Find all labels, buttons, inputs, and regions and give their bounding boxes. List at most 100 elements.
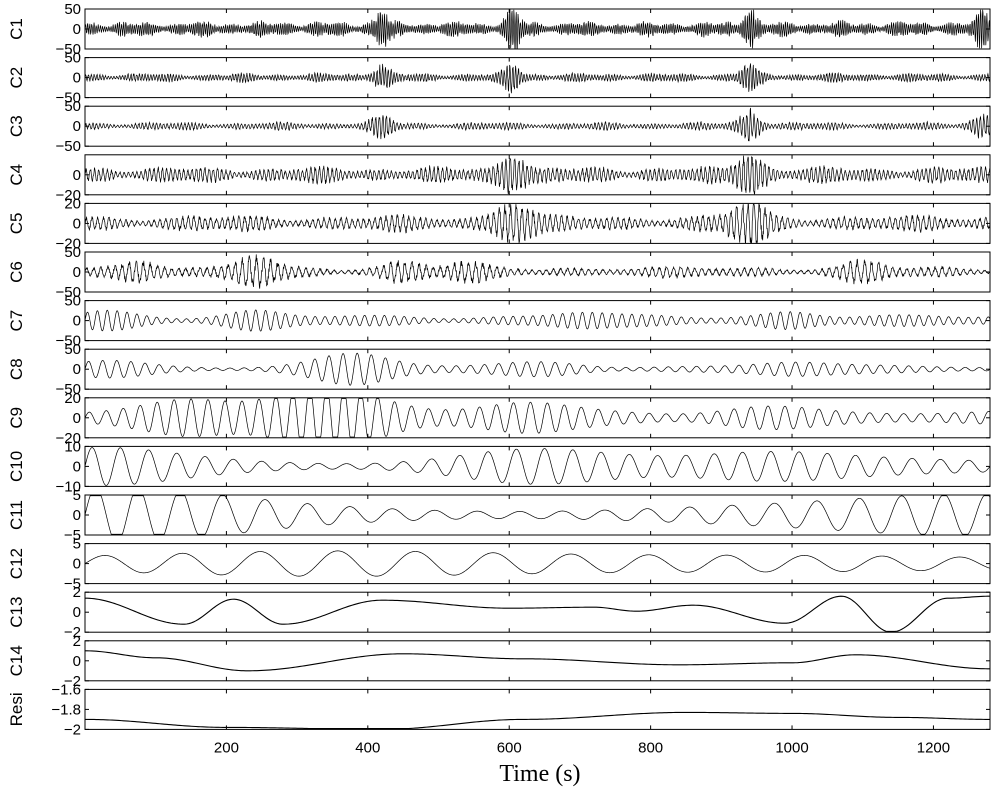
y-tick-label: 0 — [73, 264, 81, 281]
series-line-c2 — [84, 63, 991, 94]
panel-c3: 50 0 −50 C3 — [7, 98, 991, 155]
y-tick-label: −50 — [56, 381, 81, 398]
y-tick-label: −1.6 — [51, 681, 81, 698]
y-tick-label: −50 — [56, 90, 81, 107]
panel-label-c11: C11 — [7, 500, 26, 530]
panel-c5: 20 0 −20 C5 — [7, 195, 991, 252]
x-tick-label: 600 — [497, 739, 522, 756]
y-tick-label: 50 — [64, 244, 81, 261]
panel-resi: −1.6 −1.8 −2 Resi — [7, 681, 991, 738]
y-tick-label: 0 — [73, 313, 81, 330]
y-tick-label: 0 — [73, 70, 81, 87]
panel-label-c7: C7 — [7, 310, 26, 332]
panel-c2: 50 0 −50 C2 — [7, 50, 991, 107]
y-tick-label: 0 — [73, 604, 81, 621]
y-tick-label: 0 — [73, 215, 81, 232]
x-tick-label: 1000 — [775, 739, 808, 756]
panel-c13: 2 0 −2 C13 — [7, 584, 991, 641]
y-tick-label: −2 — [64, 721, 81, 738]
series-line-c7 — [84, 309, 991, 332]
x-axis-label: Time (s) — [499, 761, 580, 787]
series-line-c1 — [84, 9, 991, 49]
y-tick-label: −5 — [64, 576, 81, 593]
y-tick-label: −50 — [56, 138, 81, 155]
panel-frame — [84, 688, 991, 730]
y-tick-label: −10 — [56, 478, 81, 495]
y-tick-label: 20 — [64, 195, 81, 212]
y-tick-label: −20 — [56, 430, 81, 447]
y-tick-label: −50 — [56, 41, 81, 58]
panel-label-c6: C6 — [7, 261, 26, 283]
y-tick-label: −1.8 — [51, 701, 81, 718]
panel-label-c12: C12 — [7, 548, 26, 579]
series-line-c10 — [84, 447, 991, 486]
panel-label-resi: Resi — [7, 692, 26, 726]
panel-label-c8: C8 — [7, 358, 26, 380]
series-line-c6 — [84, 254, 991, 289]
x-tick-label: 200 — [214, 739, 239, 756]
panel-label-c5: C5 — [7, 213, 26, 235]
panel-c9: 20 0 −20 C9 — [7, 390, 991, 447]
y-tick-label: 50 — [64, 50, 81, 67]
x-tick-label: 400 — [355, 739, 380, 756]
panel-c10: 10 0 −10 C10 — [7, 438, 991, 495]
series-line-c9 — [84, 398, 991, 438]
panel-c14: 2 0 −2 C14 — [7, 633, 991, 690]
y-tick-label: 0 — [73, 21, 81, 38]
series-line-c5 — [84, 202, 991, 244]
series-line-c12 — [84, 550, 991, 577]
panel-label-c2: C2 — [7, 67, 26, 89]
y-tick-label: 5 — [73, 536, 81, 553]
y-tick-label: 50 — [64, 1, 81, 18]
series-line-c14 — [84, 650, 991, 672]
series-line-c8 — [84, 352, 991, 386]
panel-label-c14: C14 — [7, 645, 26, 676]
series-line-c3 — [84, 107, 991, 142]
y-tick-label: 0 — [73, 361, 81, 378]
y-tick-label: −2 — [64, 673, 81, 690]
y-tick-label: 2 — [73, 584, 81, 601]
y-tick-label: −5 — [64, 527, 81, 544]
panel-frame — [84, 640, 991, 682]
panel-c4: 0 −20 C4 — [7, 154, 991, 204]
panel-label-c4: C4 — [7, 164, 26, 186]
panel-frame — [84, 300, 991, 342]
y-tick-label: 50 — [64, 293, 81, 310]
panel-c6: 50 0 −50 C6 — [7, 244, 991, 301]
x-tick-label: 1200 — [917, 739, 950, 756]
y-tick-label: 2 — [73, 633, 81, 650]
y-tick-label: −50 — [56, 333, 81, 350]
y-tick-label: 5 — [73, 487, 81, 504]
y-tick-label: 0 — [73, 167, 81, 184]
y-tick-label: 20 — [64, 390, 81, 407]
series-line-c13 — [84, 595, 991, 632]
y-tick-label: 50 — [64, 341, 81, 358]
panel-c1: 50 0 −50 C1 — [7, 1, 991, 58]
series-line-resi — [84, 711, 990, 730]
panel-label-c3: C3 — [7, 115, 26, 137]
panel-label-c13: C13 — [7, 597, 26, 628]
y-tick-label: −50 — [56, 284, 81, 301]
y-tick-label: 10 — [64, 438, 81, 455]
panel-frame — [84, 591, 991, 633]
panel-c7: 50 0 −50 C7 — [7, 293, 991, 350]
y-tick-label: 0 — [73, 556, 81, 573]
series-line-c4 — [84, 155, 991, 195]
y-tick-label: 0 — [73, 507, 81, 524]
y-tick-label: −20 — [56, 187, 81, 204]
series-line-c11 — [84, 495, 991, 535]
panel-c12: 5 0 −5 C12 — [7, 536, 991, 593]
x-axis: 200 400 600 800 1000 1200 — [214, 739, 950, 756]
panel-label-c9: C9 — [7, 407, 26, 429]
y-tick-label: 0 — [73, 118, 81, 135]
y-tick-label: −2 — [64, 624, 81, 641]
x-tick-label: 800 — [638, 739, 663, 756]
y-tick-label: 50 — [64, 98, 81, 115]
panel-frame — [84, 543, 991, 585]
panel-c11: 5 0 −5 C11 — [7, 487, 991, 544]
y-tick-label: 0 — [73, 458, 81, 475]
panels-group: 500−50C1500−50C2500−50C30−20C4200−20C550… — [7, 1, 991, 738]
panel-c8: 50 0 −50 C8 — [7, 341, 991, 398]
y-tick-label: 0 — [73, 653, 81, 670]
